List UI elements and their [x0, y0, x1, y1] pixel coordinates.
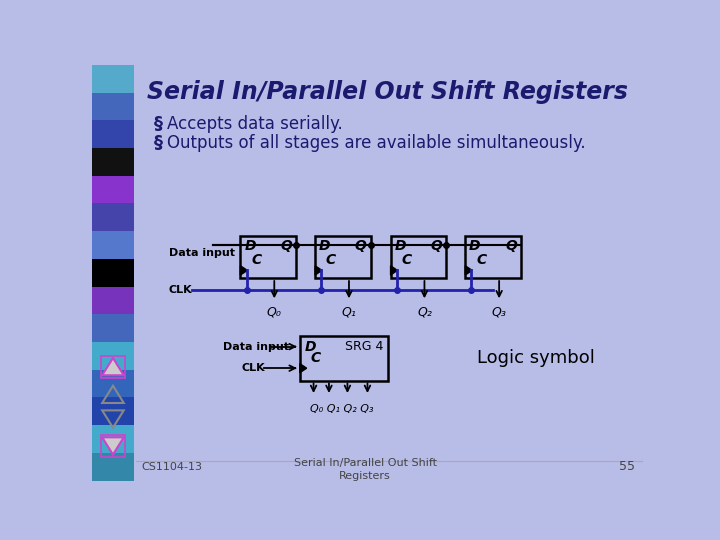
Text: Q₀ Q₁ Q₂ Q₃: Q₀ Q₁ Q₂ Q₃ — [310, 403, 374, 414]
Text: §: § — [153, 115, 163, 133]
Text: Accepts data serially.: Accepts data serially. — [167, 115, 343, 133]
Bar — [92, 342, 134, 370]
Bar — [92, 397, 134, 425]
Text: CLK: CLK — [242, 363, 266, 373]
Text: Q₂: Q₂ — [417, 306, 432, 319]
Polygon shape — [102, 437, 124, 455]
Polygon shape — [102, 358, 124, 375]
Text: C: C — [401, 253, 411, 267]
Text: CLK: CLK — [168, 286, 192, 295]
Text: Outputs of all stages are available simultaneously.: Outputs of all stages are available simu… — [167, 134, 586, 152]
Bar — [92, 65, 134, 92]
Bar — [92, 120, 134, 148]
Bar — [300, 336, 388, 381]
Polygon shape — [240, 266, 248, 275]
Text: §: § — [153, 134, 163, 152]
Bar — [92, 425, 134, 453]
Text: Serial In/Parallel Out Shift
Registers: Serial In/Parallel Out Shift Registers — [294, 458, 436, 482]
Text: 55: 55 — [619, 460, 635, 473]
Bar — [92, 287, 134, 314]
Bar — [101, 356, 125, 377]
Text: C: C — [310, 351, 320, 365]
Text: Logic symbol: Logic symbol — [477, 349, 595, 367]
Bar — [465, 236, 521, 278]
Text: Q: Q — [280, 239, 292, 253]
Text: Q₁: Q₁ — [341, 306, 356, 319]
Bar — [390, 236, 446, 278]
Text: Q₀: Q₀ — [267, 306, 282, 319]
Text: D: D — [469, 239, 481, 253]
Bar — [92, 231, 134, 259]
Bar — [92, 453, 134, 481]
Bar — [315, 236, 371, 278]
Text: C: C — [476, 253, 486, 267]
Text: Q: Q — [431, 239, 442, 253]
Bar — [92, 92, 134, 120]
Text: D: D — [305, 340, 316, 354]
Polygon shape — [315, 266, 322, 275]
Bar — [92, 176, 134, 204]
Polygon shape — [390, 266, 397, 275]
Text: SRG 4: SRG 4 — [346, 340, 384, 353]
Text: D: D — [244, 239, 256, 253]
Bar — [240, 236, 296, 278]
Bar — [92, 370, 134, 397]
Bar — [101, 435, 125, 457]
Text: Data input: Data input — [168, 248, 235, 259]
Bar — [92, 204, 134, 231]
Polygon shape — [465, 266, 472, 275]
Text: Q: Q — [505, 239, 517, 253]
Text: D: D — [395, 239, 406, 253]
Text: Q₃: Q₃ — [492, 306, 507, 319]
Bar — [92, 148, 134, 176]
Text: Q: Q — [355, 239, 366, 253]
Text: D: D — [319, 239, 330, 253]
Text: CS1104-13: CS1104-13 — [142, 462, 203, 472]
Text: Serial In/Parallel Out Shift Registers: Serial In/Parallel Out Shift Registers — [148, 80, 629, 104]
Polygon shape — [300, 363, 307, 373]
Text: Data input: Data input — [222, 342, 289, 352]
Text: C: C — [251, 253, 261, 267]
Bar — [92, 314, 134, 342]
Bar — [92, 259, 134, 287]
Text: C: C — [326, 253, 336, 267]
